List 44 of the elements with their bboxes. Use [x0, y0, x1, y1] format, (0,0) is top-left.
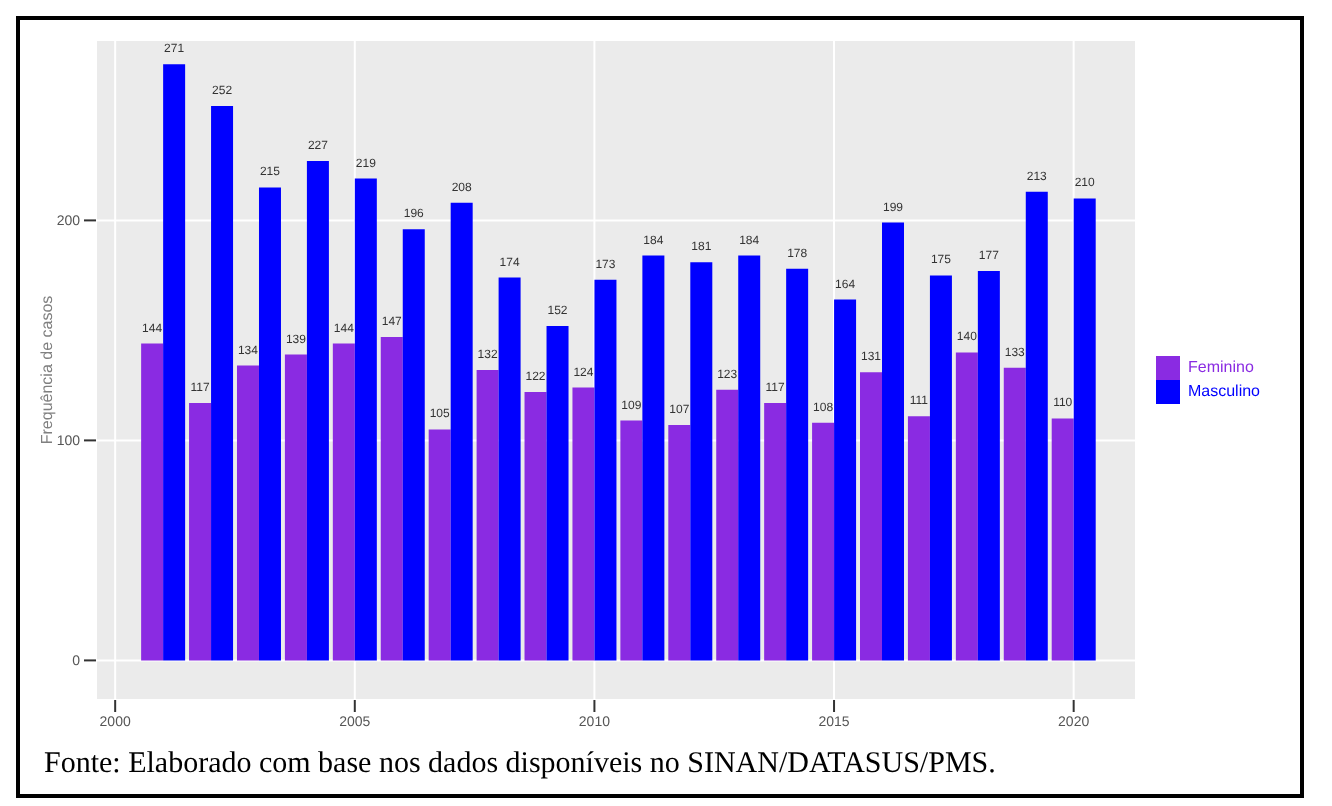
- bar: [476, 370, 499, 661]
- bar: [620, 420, 643, 661]
- bar: [977, 271, 1000, 661]
- legend-label: Masculino: [1187, 382, 1260, 401]
- bar: [354, 178, 377, 661]
- bar: [380, 337, 403, 661]
- bar: [738, 255, 761, 661]
- bar: [141, 343, 164, 661]
- bar: [189, 403, 212, 661]
- bar: [211, 106, 234, 661]
- bar: [929, 275, 952, 661]
- bar: [786, 268, 809, 661]
- bar: [450, 202, 473, 661]
- bar: [834, 299, 857, 661]
- bar: [955, 352, 978, 661]
- bar: [163, 64, 186, 661]
- bar: [716, 389, 739, 661]
- bar: [764, 403, 787, 661]
- bar: [258, 187, 281, 661]
- source-note: Fonte: Elaborado com base nos dados disponíveis no SINAN/DATASUS/PMS.: [42, 746, 998, 784]
- bar: [1025, 191, 1048, 661]
- bar: [690, 262, 713, 661]
- bar: [1051, 418, 1074, 661]
- bar: [1073, 198, 1096, 661]
- bar: [306, 161, 329, 661]
- y-axis-title: Frequência de casos: [37, 295, 56, 445]
- bar: [882, 222, 904, 661]
- bar: [1003, 367, 1026, 661]
- bar: [546, 326, 569, 661]
- legend-label: Feminino: [1187, 358, 1254, 377]
- bar: [236, 365, 259, 661]
- bar: [812, 422, 835, 661]
- bar: [428, 429, 451, 661]
- bar: [668, 425, 691, 661]
- bar: [594, 279, 617, 661]
- bar: [907, 416, 930, 661]
- bar: [572, 387, 595, 661]
- bar: [284, 354, 307, 661]
- bar: [402, 229, 425, 661]
- bar: [498, 277, 521, 661]
- bar: [860, 372, 882, 661]
- bar: [524, 392, 547, 661]
- bar: [642, 255, 665, 661]
- bar: [332, 343, 355, 661]
